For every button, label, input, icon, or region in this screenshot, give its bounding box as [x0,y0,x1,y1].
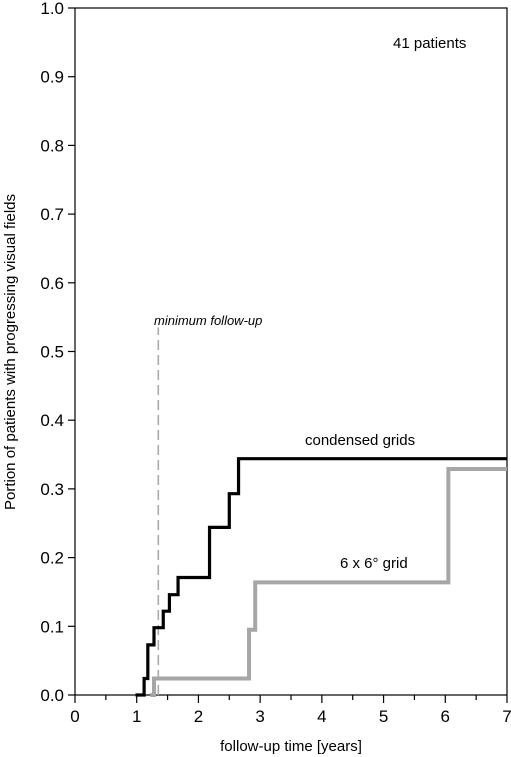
y-tick-label: 0.3 [40,480,64,499]
x-tick-label: 4 [317,707,326,726]
grid6-label: 6 x 6° grid [340,555,408,572]
x-tick-label: 1 [132,707,141,726]
y-tick-label: 0.6 [40,274,64,293]
series-condensed-grids-line [135,457,507,697]
y-tick-label: 0.0 [40,686,64,705]
condensed-grids-label: condensed grids [305,432,415,449]
y-tick-label: 0.8 [40,136,64,155]
y-tick-label: 0.4 [40,411,64,430]
series-group [135,457,507,697]
y-axis-title: Portion of patients with progressing vis… [2,194,19,510]
x-tick-label: 5 [379,707,388,726]
y-tick-label: 0.9 [40,68,64,87]
y-axis-ticks: 0.0 0.1 0.2 0.3 0.4 0.5 0.6 0.7 0.8 0.9 1.0 [40,0,75,705]
x-axis-ticks: 0 1 2 3 4 5 6 7 [70,695,511,726]
y-tick-label: 0.7 [40,205,64,224]
y-tick-label: 0.5 [40,343,64,362]
minimum-follow-up-label: minimum follow-up [154,313,262,328]
x-tick-label: 7 [502,707,511,726]
y-tick-label: 0.2 [40,549,64,568]
x-tick-label: 3 [255,707,264,726]
series-6x6-grid-line [150,466,507,697]
x-tick-label: 2 [194,707,203,726]
y-tick-label: 0.1 [40,617,64,636]
x-tick-label: 6 [441,707,450,726]
patients-count-label: 41 patients [393,35,466,52]
x-tick-label: 0 [70,707,79,726]
y-tick-label: 1.0 [40,0,64,18]
x-axis-title: follow-up time [years] [220,738,362,755]
plot-frame [74,7,508,696]
